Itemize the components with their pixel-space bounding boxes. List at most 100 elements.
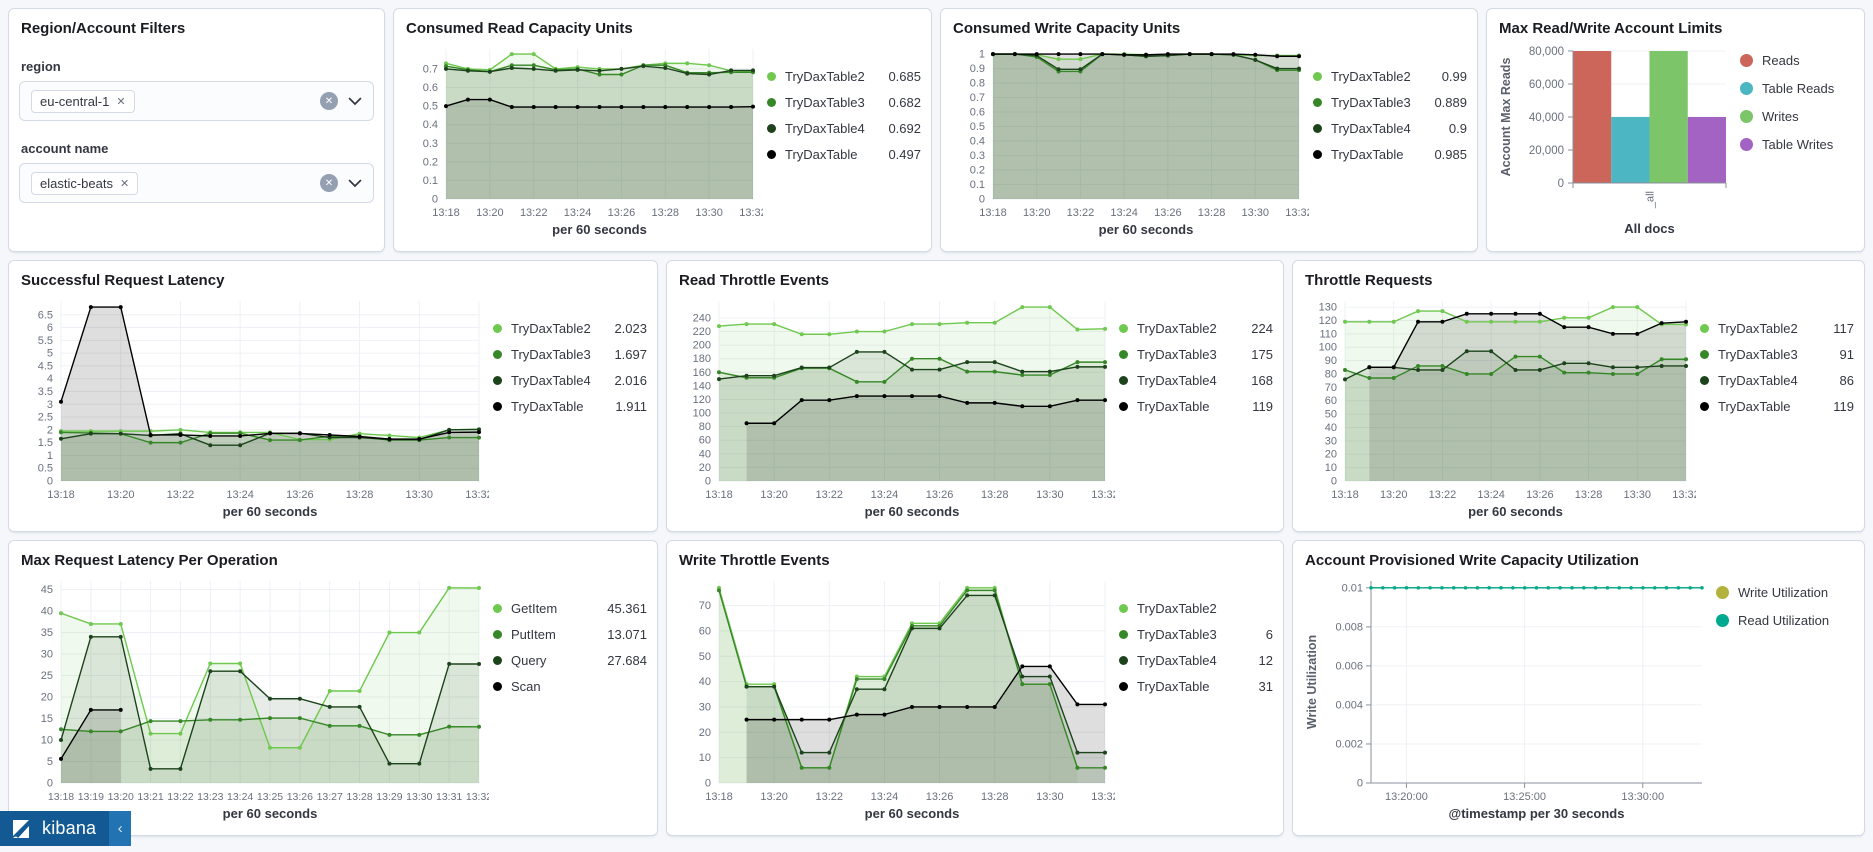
svg-text:per 60 seconds: per 60 seconds [1468,504,1563,519]
max-request-latency-chart[interactable]: 0 5 10 15 20 25 30 35 40 45 13:18 13:19 13:20 13:21 13… [19,571,489,825]
legend-item[interactable]: TryDaxTable2 0.685 [767,69,921,84]
legend-item[interactable]: TryDaxTable 1.911 [493,399,647,414]
legend-item[interactable]: TryDaxTable 119 [1119,399,1273,414]
svg-text:0.7: 0.7 [970,92,985,104]
legend-item[interactable]: TryDaxTable4 168 [1119,373,1273,388]
collapse-sidebar-icon[interactable]: ‹ [109,811,132,846]
legend-series-value: 175 [1251,347,1273,362]
consumed-read-chart[interactable]: 0 0.1 0.2 0.3 0.4 0.5 0.6 0.7 13:18 13:20 13:22 13:… [404,39,763,241]
legend-item[interactable]: Scan [493,679,647,694]
legend-item[interactable]: TryDaxTable3 91 [1700,347,1854,362]
svg-text:90: 90 [1325,355,1337,367]
account-filter-combobox[interactable]: elastic-beats ✕ ✕ [19,163,374,203]
legend-item[interactable]: TryDaxTable2 117 [1700,321,1854,336]
legend-item[interactable]: TryDaxTable 119 [1700,399,1854,414]
svg-text:180: 180 [693,353,711,365]
legend-item[interactable]: TryDaxTable 0.497 [767,147,921,162]
legend-item[interactable]: GetItem 45.361 [493,601,647,616]
legend-series-label: TryDaxTable3 [511,347,591,362]
kibana-brand: kibana [0,811,110,846]
svg-text:13:22: 13:22 [816,791,844,803]
legend-series-value: 0.985 [1434,147,1467,162]
consumed-write-chart[interactable]: 0 0.1 0.2 0.3 0.4 0.5 0.6 0.7 0.8 0.9 1 13:18 13:20 1… [951,39,1309,241]
legend-series-label: TryDaxTable [785,147,858,162]
clear-selection-icon[interactable]: ✕ [320,92,338,110]
legend-series-dot-icon [1119,604,1128,613]
request-latency-chart[interactable]: 0 0.5 1 1.5 2 2.5 3 3.5 4 4.5 5 5.5 6 6.5 13:18 13:20 13… [19,291,489,523]
legend-item[interactable]: TryDaxTable 0.985 [1313,147,1467,162]
legend-item[interactable]: TryDaxTable2 224 [1119,321,1273,336]
legend-item[interactable]: Write Utilization [1716,585,1854,600]
legend-item[interactable]: TryDaxTable4 2.016 [493,373,647,388]
svg-text:0.9: 0.9 [970,63,985,75]
legend-item[interactable]: Table Reads [1740,81,1854,96]
legend-item[interactable]: PutItem 13.071 [493,627,647,642]
legend-series-label: GetItem [511,601,558,616]
svg-text:0: 0 [705,476,711,488]
legend-item[interactable]: TryDaxTable2 0.99 [1313,69,1467,84]
legend-item[interactable]: TryDaxTable3 0.889 [1313,95,1467,110]
remove-tag-icon[interactable]: ✕ [116,95,126,108]
region-filter-tag[interactable]: eu-central-1 ✕ [31,89,135,113]
svg-text:13:28: 13:28 [346,489,374,501]
write-utilization-chart[interactable]: 0 0.002 0.004 0.006 0.008 0.01 13:20:00 13:25:0… [1303,571,1712,825]
svg-text:13:24: 13:24 [1477,489,1505,501]
legend-item[interactable]: TryDaxTable4 12 [1119,653,1273,668]
legend-item[interactable]: TryDaxTable4 86 [1700,373,1854,388]
legend-item[interactable]: TryDaxTable 31 [1119,679,1273,694]
legend-item[interactable]: Reads [1740,53,1854,68]
legend-item[interactable]: TryDaxTable2 2.023 [493,321,647,336]
chevron-down-icon[interactable] [348,179,362,188]
svg-text:1.5: 1.5 [38,437,53,449]
throttle-requests-chart[interactable]: 0 10 20 30 40 50 60 70 80 90 100 110 120 130 13:18 13:2… [1303,291,1696,523]
svg-text:10: 10 [1325,462,1337,474]
svg-text:13:22: 13:22 [167,791,193,803]
remove-tag-icon[interactable]: ✕ [119,177,130,190]
svg-text:13:22: 13:22 [1067,207,1095,219]
svg-text:5.5: 5.5 [38,335,53,347]
legend-series-dot-icon [1700,402,1709,411]
legend-item[interactable]: TryDaxTable3 175 [1119,347,1273,362]
legend-item[interactable]: TryDaxTable2 [1119,601,1273,616]
legend-item[interactable]: Query 27.684 [493,653,647,668]
legend-item[interactable]: TryDaxTable4 0.9 [1313,121,1467,136]
legend-series-value: 12 [1258,653,1273,668]
write-throttle-chart[interactable]: 0 10 20 30 40 50 60 70 13:18 13:20 13:22 13:24 13:26… [677,571,1115,825]
panel-title: Successful Request Latency [21,272,225,289]
region-filter-combobox[interactable]: eu-central-1 ✕ ✕ [19,81,374,121]
account-filter-label: account name [21,141,109,156]
legend-item[interactable]: TryDaxTable3 6 [1119,627,1273,642]
svg-text:13:30: 13:30 [1036,489,1064,501]
legend-series-dot-icon [1119,656,1128,665]
panel-request-latency: Successful Request Latency 0 0.5 1 1.5 2 2.5 3… [8,260,658,532]
svg-text:0.1: 0.1 [423,175,438,187]
legend-item[interactable]: Read Utilization [1716,613,1854,628]
svg-text:13:26: 13:26 [286,489,314,501]
read-throttle-chart[interactable]: 0 20 40 60 80 100 120 140 160 180 200 220 240 13:18 13… [677,291,1115,523]
max-limits-bar-chart[interactable]: 0 20,000 40,000 60,000 80,000 _all All docs Acc… [1497,39,1736,241]
legend-series-label: TryDaxTable3 [1137,347,1217,362]
svg-text:40: 40 [41,606,53,618]
legend-item[interactable]: Table Writes [1740,137,1854,152]
svg-text:0.7: 0.7 [423,63,438,75]
svg-text:Account Max Reads: Account Max Reads [1499,58,1513,177]
svg-text:13:32: 13:32 [466,791,489,803]
svg-text:13:18: 13:18 [705,791,733,803]
svg-text:0.5: 0.5 [423,101,438,113]
account-filter-tag[interactable]: elastic-beats ✕ [31,171,139,195]
svg-text:13:26: 13:26 [287,791,313,803]
legend-item[interactable]: TryDaxTable3 1.697 [493,347,647,362]
svg-text:13:18: 13:18 [48,791,74,803]
legend-item[interactable]: TryDaxTable3 0.682 [767,95,921,110]
clear-selection-icon[interactable]: ✕ [320,174,338,192]
svg-text:6.5: 6.5 [38,309,53,321]
legend-series-label: Writes [1762,109,1799,124]
legend-item[interactable]: Writes [1740,109,1854,124]
legend-series-dot-icon [493,682,502,691]
legend-series-label: Scan [511,679,541,694]
legend-item[interactable]: TryDaxTable4 0.692 [767,121,921,136]
legend-series-dot-icon [1740,138,1753,151]
chevron-down-icon[interactable] [348,97,362,106]
legend-series-label: PutItem [511,627,556,642]
